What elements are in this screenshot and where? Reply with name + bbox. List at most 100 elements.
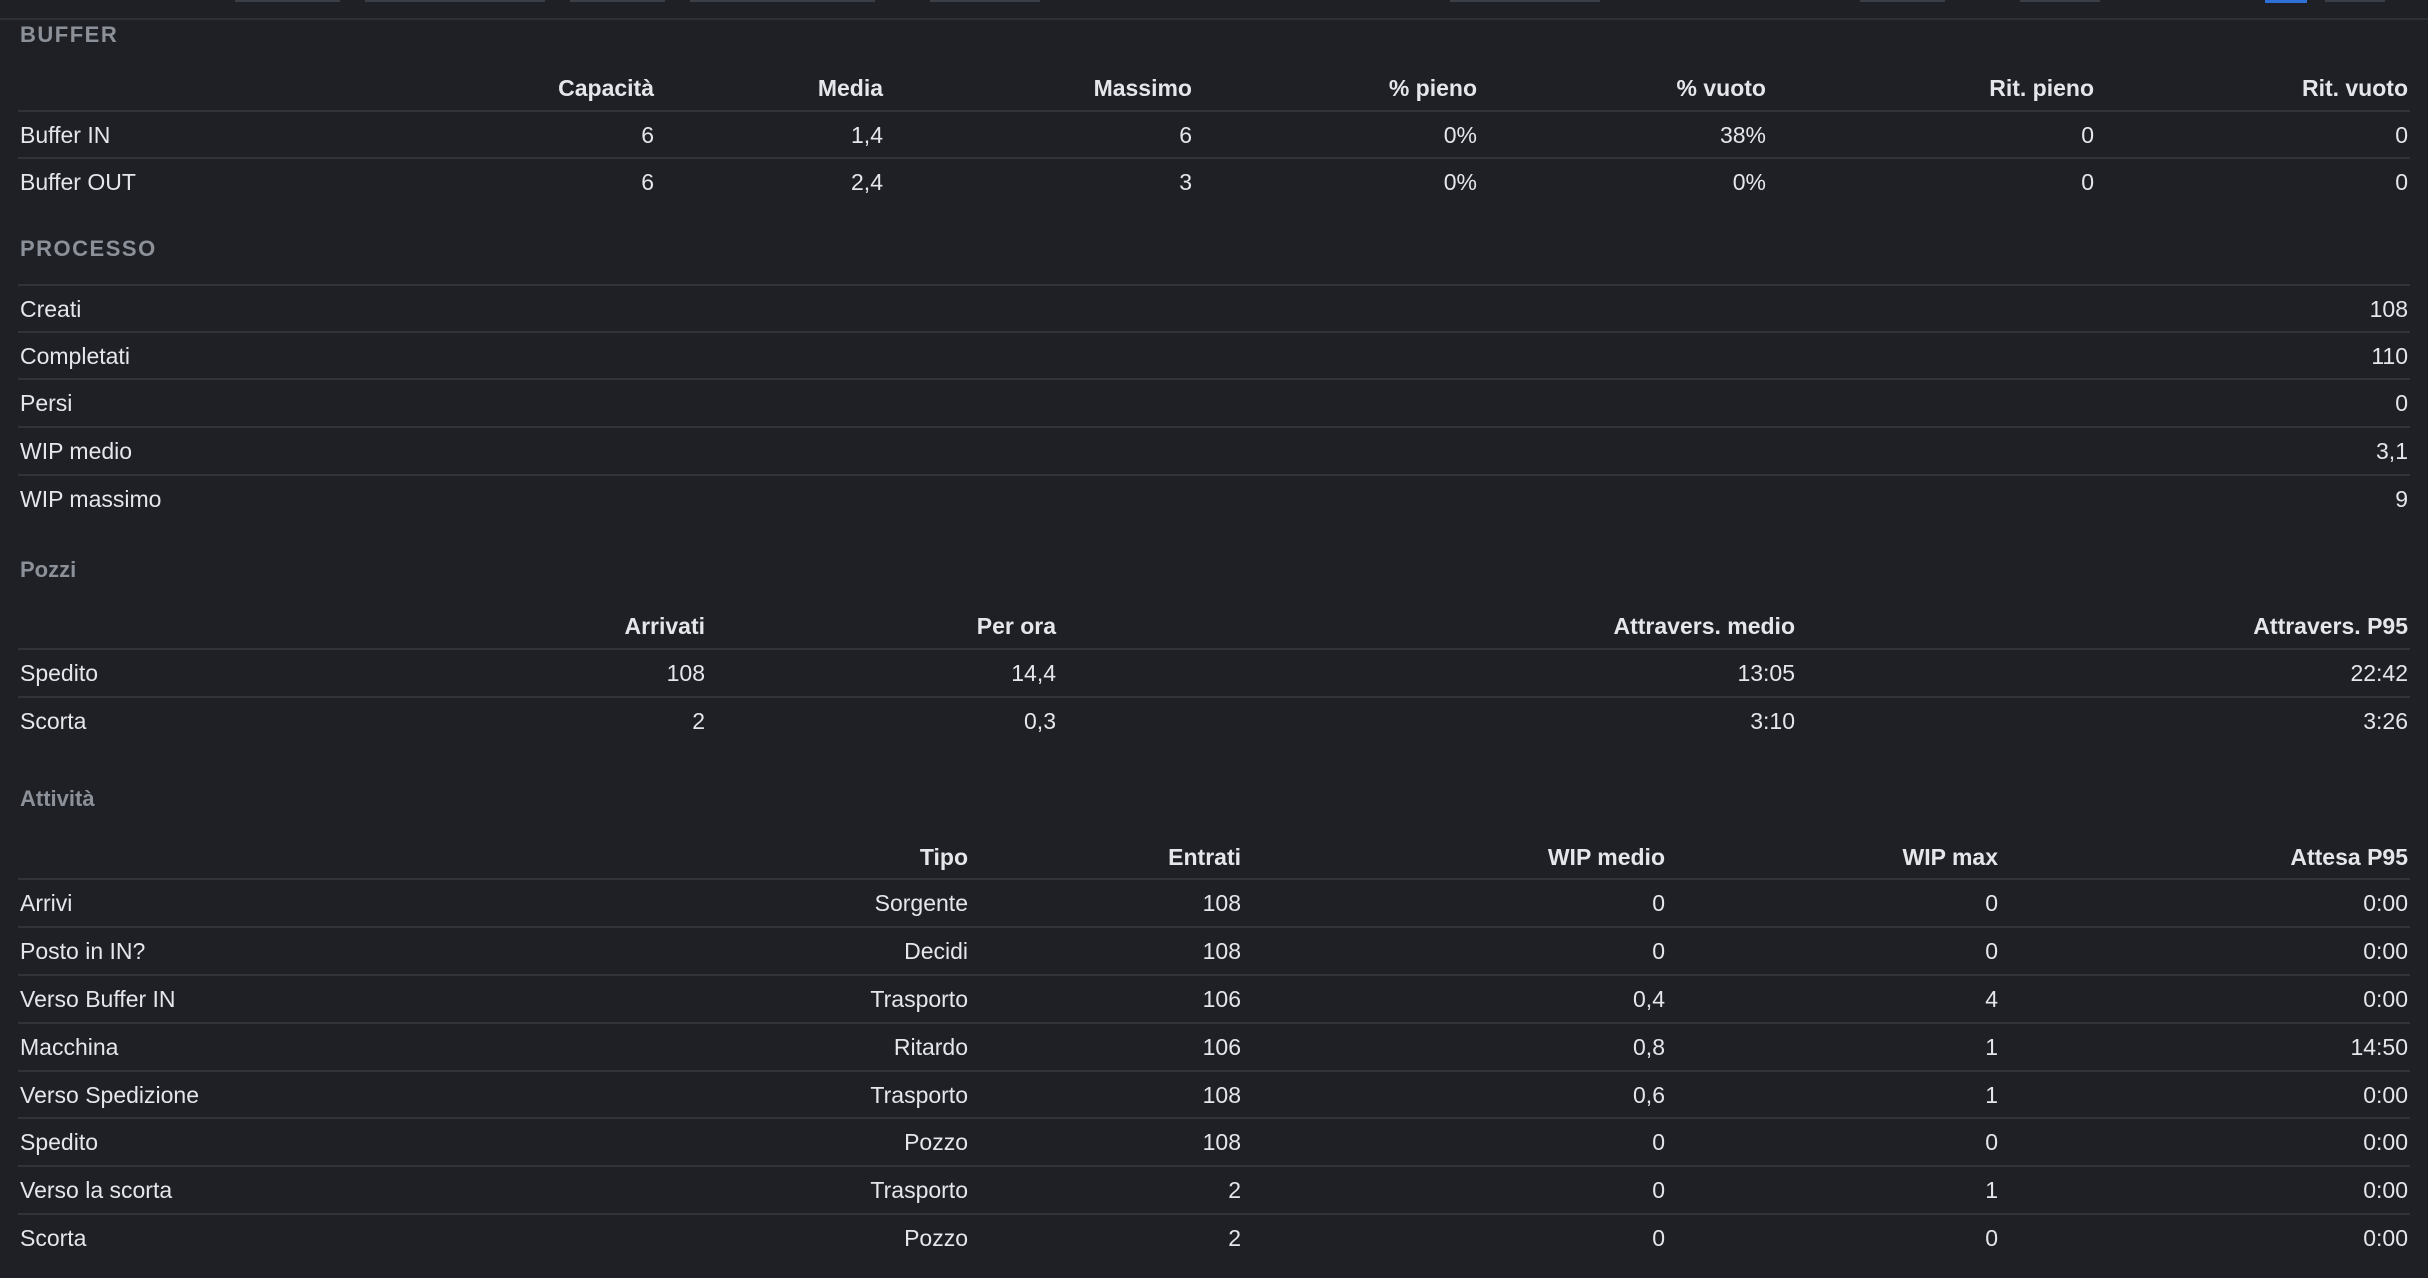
tab-indicator[interactable] — [2325, 0, 2385, 2]
column-header: Rit. pieno — [1989, 75, 2094, 101]
tab-indicator[interactable] — [235, 0, 340, 2]
table-cell: 14,4 — [1011, 660, 1056, 686]
column-header: Attravers. P95 — [2253, 613, 2408, 639]
table-cell: 0:00 — [2363, 890, 2408, 916]
table-row: WIP massimo 9 — [18, 474, 2410, 523]
table-cell: 2 — [1228, 1225, 1241, 1251]
table-cell: 6 — [1179, 122, 1192, 148]
table-cell: 6 — [641, 122, 654, 148]
table-row: Completati 110 — [18, 331, 2410, 380]
table-cell: 1 — [1985, 1034, 1998, 1060]
table-cell: 0:00 — [2363, 1177, 2408, 1203]
tab-indicator[interactable] — [930, 0, 1040, 2]
table-row: Spedito 108 14,4 13:05 22:42 — [18, 648, 2410, 697]
table-cell: 0 — [1985, 1129, 1998, 1155]
column-header: WIP medio — [1547, 844, 1665, 870]
table-cell: 0,6 — [1633, 1082, 1665, 1108]
column-header: Rit. vuoto — [2301, 75, 2408, 101]
table-cell: 0 — [2081, 122, 2094, 148]
table-cell: Decidi — [904, 938, 968, 964]
table-cell: 1,4 — [851, 122, 883, 148]
pozzi-header-row: Arrivati Per ora Attravers. medio Attrav… — [18, 603, 2410, 650]
table-cell: 1 — [1985, 1082, 1998, 1108]
table-row: Buffer IN 6 1,4 6 0% 38% 0 0 — [18, 110, 2410, 159]
column-header: Media — [817, 75, 883, 101]
table-cell: Trasporto — [870, 1177, 968, 1203]
table-row: WIP medio 3,1 — [18, 426, 2410, 475]
table-cell: Pozzo — [904, 1225, 968, 1251]
table-cell: Pozzo — [904, 1129, 968, 1155]
table-row: Macchina Ritardo 106 0,8 1 14:50 — [18, 1022, 2410, 1071]
table-cell: 0% — [1443, 122, 1477, 148]
table-cell: 0:00 — [2363, 1129, 2408, 1155]
table-cell: Sorgente — [874, 890, 968, 916]
section-title-attivita: Attività — [20, 786, 95, 811]
table-cell: 4 — [1985, 986, 1998, 1012]
row-label: Verso la scorta — [20, 1177, 173, 1203]
column-header: Attravers. medio — [1613, 613, 1795, 639]
tab-indicator[interactable] — [1450, 0, 1600, 2]
column-header: WIP max — [1902, 844, 1998, 870]
row-label: Spedito — [20, 1129, 99, 1155]
table-cell: 0 — [2395, 169, 2408, 195]
row-label: Verso Buffer IN — [20, 986, 176, 1012]
tab-strip — [0, 0, 2428, 20]
tab-indicator[interactable] — [365, 0, 545, 2]
table-cell: 0 — [1652, 1177, 1665, 1203]
table-cell: 0% — [1732, 169, 1766, 195]
table-row: Spedito Pozzo 108 0 0 0:00 — [18, 1117, 2410, 1166]
table-cell: 0 — [1652, 890, 1665, 916]
tab-indicator[interactable] — [1860, 0, 1945, 2]
table-cell: 2 — [1228, 1177, 1241, 1203]
table-cell: 0,4 — [1633, 986, 1665, 1012]
table-cell: Trasporto — [870, 986, 968, 1012]
table-cell: 108 — [2369, 296, 2408, 322]
table-row: Creati 108 — [18, 284, 2410, 333]
row-label: Posto in IN? — [20, 938, 146, 964]
column-header: % vuoto — [1676, 75, 1766, 101]
row-label: Creati — [20, 296, 82, 322]
table-cell: 106 — [1202, 986, 1241, 1012]
tab-indicator[interactable] — [690, 0, 875, 2]
attivita-header-row: Tipo Entrati WIP medio WIP max Attesa P9… — [18, 834, 2410, 881]
column-header: Entrati — [1168, 844, 1241, 870]
table-row: Verso Buffer IN Trasporto 106 0,4 4 0:00 — [18, 974, 2410, 1023]
tab-indicator[interactable] — [570, 0, 665, 2]
table-cell: 108 — [666, 660, 705, 686]
table-cell: 0:00 — [2363, 986, 2408, 1012]
table-cell: 3:26 — [2363, 708, 2408, 734]
table-cell: 38% — [1719, 122, 1766, 148]
table-row: Posto in IN? Decidi 108 0 0 0:00 — [18, 926, 2410, 975]
table-cell: 0:00 — [2363, 1082, 2408, 1108]
table-cell: 0,3 — [1024, 708, 1056, 734]
table-cell: 9 — [2395, 486, 2408, 512]
row-label: WIP medio — [20, 438, 133, 464]
table-cell: 0% — [1443, 169, 1477, 195]
column-header: % pieno — [1388, 75, 1477, 101]
table-cell: 0:00 — [2363, 938, 2408, 964]
table-cell: 108 — [1202, 1129, 1241, 1155]
row-label: Scorta — [20, 708, 87, 734]
column-header: Capacità — [558, 75, 654, 101]
table-cell: 0 — [1985, 890, 1998, 916]
table-cell: 13:05 — [1737, 660, 1795, 686]
table-cell: 2 — [692, 708, 705, 734]
tab-indicator-active[interactable] — [2265, 0, 2307, 3]
row-label: WIP massimo — [20, 486, 162, 512]
table-row: Scorta Pozzo 2 0 0 0:00 — [18, 1213, 2410, 1262]
table-cell: 2,4 — [851, 169, 883, 195]
section-title-pozzi: Pozzi — [20, 557, 77, 582]
table-cell: 108 — [1202, 890, 1241, 916]
table-cell: 108 — [1202, 938, 1241, 964]
table-cell: 0 — [1652, 938, 1665, 964]
table-cell: 22:42 — [2350, 660, 2408, 686]
table-cell: 0 — [2081, 169, 2094, 195]
row-label: Buffer OUT — [20, 169, 136, 195]
tab-indicator[interactable] — [2020, 0, 2100, 2]
table-row: Persi 0 — [18, 378, 2410, 427]
table-cell: 6 — [641, 169, 654, 195]
table-cell: 110 — [2371, 343, 2408, 369]
row-label: Completati — [20, 343, 130, 369]
column-header: Massimo — [1093, 75, 1192, 101]
buffer-header-row: Capacità Media Massimo % pieno % vuoto R… — [18, 65, 2410, 112]
